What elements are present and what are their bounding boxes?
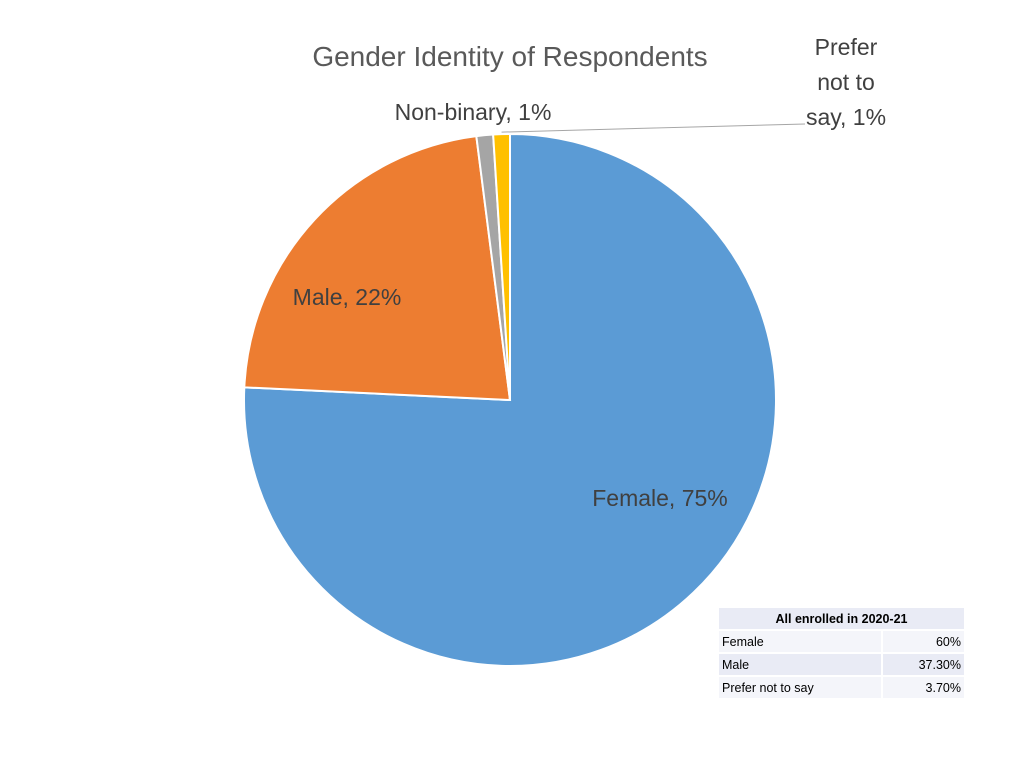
label-non-binary: Non-binary, 1% [395,99,552,125]
table-row: Male 37.30% [719,653,964,677]
row-label: Female [719,630,883,654]
table-header: All enrolled in 2020-21 [719,608,964,631]
label-prefer-not-to-say-line2: not to [817,69,875,95]
row-value: 3.70% [881,676,964,700]
label-female: Female, 75% [592,485,728,511]
label-male: Male, 22% [293,284,402,310]
pie-slice-male [243,135,512,402]
leader-line-prefer-not-to-say [501,123,806,133]
row-label: Prefer not to say [719,676,883,700]
chart-title: Gender Identity of Respondents [312,41,707,72]
enrollment-table: All enrolled in 2020-21 Female 60% Male … [719,608,964,700]
label-prefer-not-to-say-line1: Prefer [815,34,878,60]
row-label: Male [719,653,883,677]
row-value: 60% [881,630,964,654]
label-prefer-not-to-say-line3: say, 1% [806,104,886,130]
pie-slice-prefer-not-to-say [492,132,511,401]
pie-slices [243,132,777,667]
table-row: Prefer not to say 3.70% [719,676,964,700]
row-value: 37.30% [881,653,964,677]
table-row: Female 60% [719,630,964,654]
table-header-row: All enrolled in 2020-21 [719,608,964,631]
